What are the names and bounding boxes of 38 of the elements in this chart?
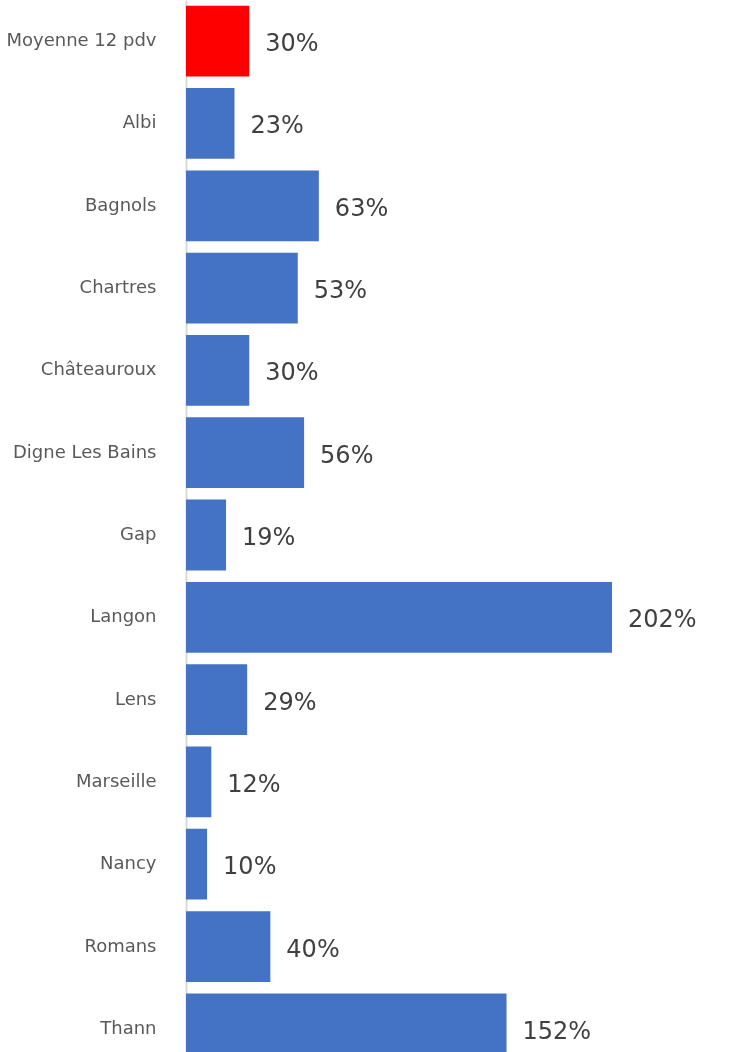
bar	[186, 664, 248, 736]
bar	[186, 417, 305, 489]
y-tick-label: Langon	[90, 605, 157, 627]
bar	[186, 88, 235, 159]
bar	[186, 911, 271, 982]
y-tick-label: Nancy	[100, 852, 157, 874]
data-label: 30%	[265, 358, 319, 387]
y-tick-label: Chartres	[79, 276, 157, 298]
data-label: 10%	[223, 852, 277, 881]
bar	[186, 828, 208, 900]
y-tick-label: Moyenne 12 pdv	[6, 29, 157, 51]
data-label: 63%	[334, 193, 389, 222]
y-tick-label: Thann	[99, 1016, 157, 1038]
y-tick-label: Lens	[114, 687, 157, 709]
bar	[186, 5, 250, 77]
bar	[186, 252, 298, 324]
data-label: 202%	[627, 605, 697, 634]
data-label: 30%	[265, 29, 319, 58]
data-label: 23%	[250, 111, 304, 140]
y-tick-label: Digne Les Bains	[12, 440, 157, 462]
y-tick-label: Bagnols	[84, 193, 157, 215]
data-label: 40%	[286, 934, 340, 963]
data-label: 12%	[227, 769, 281, 798]
data-label: 152%	[522, 1016, 592, 1045]
bar	[186, 170, 319, 242]
y-tick-label: Gap	[120, 523, 157, 544]
data-label: 53%	[313, 276, 368, 305]
y-tick-label: Châteauroux	[40, 358, 157, 380]
y-tick-label: Romans	[84, 934, 157, 956]
y-tick-label: Albi	[122, 111, 157, 133]
data-label: 29%	[263, 687, 317, 716]
bar	[186, 746, 212, 818]
y-tick-label: Marseille	[76, 769, 157, 791]
bar	[186, 334, 250, 406]
bar	[186, 499, 227, 571]
data-label: 19%	[242, 523, 296, 551]
bar	[186, 581, 612, 653]
data-label: 56%	[320, 440, 374, 469]
